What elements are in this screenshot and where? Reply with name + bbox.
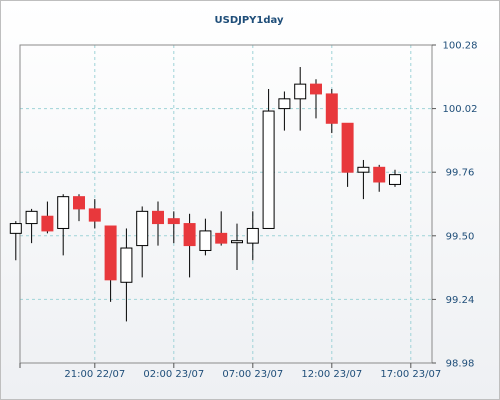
y-tick-label: 99.76 (446, 168, 475, 179)
candle (25, 208, 38, 244)
candle (9, 221, 22, 261)
candle (73, 194, 85, 222)
candle-body-up (357, 166, 370, 173)
x-tick-label: 02:00 23/07 (143, 369, 204, 380)
candle (341, 122, 354, 187)
candle (310, 79, 322, 119)
candle (183, 213, 196, 278)
candle (136, 206, 149, 278)
candle (215, 211, 228, 246)
candle-body-down (373, 166, 386, 183)
candle-body-down (152, 210, 164, 225)
x-tick-label: 07:00 23/07 (222, 369, 283, 380)
candle (389, 169, 401, 187)
candle-body-up (231, 240, 243, 244)
candle (231, 223, 243, 271)
y-tick-label: 100.28 (443, 41, 478, 52)
y-tick-label: 99.50 (446, 231, 475, 242)
candle-body-up (25, 210, 38, 225)
candle (104, 225, 117, 302)
candle-body-down (183, 223, 196, 247)
candle-body-up (246, 227, 259, 244)
candle-body-down (73, 196, 85, 210)
candle-body-up (262, 110, 275, 229)
candle-body-down (88, 208, 101, 222)
chart-title: USDJPY1day (215, 15, 284, 26)
x-axis: 21:00 22/07 02:00 23/07 07:00 23/07 12:00 2… (19, 363, 441, 380)
y-axis: 98.98 99.24 99.50 99.76 100.02 100.28 (432, 41, 478, 370)
candle-body-down (167, 218, 180, 225)
y-tick-label: 98.98 (446, 359, 475, 370)
x-tick-label: 17:00 23/07 (380, 369, 441, 380)
candle-body-up (120, 247, 133, 283)
candle-body-down (325, 93, 338, 124)
candle (41, 201, 54, 234)
plot-area (19, 44, 433, 364)
grid-lines (20, 45, 432, 363)
candle (120, 228, 133, 322)
y-tick-label: 100.02 (443, 104, 478, 115)
candle-body-up (278, 98, 291, 110)
candle-body-down (41, 215, 54, 232)
candle-body-up (389, 174, 401, 185)
candle (199, 218, 212, 256)
x-tick-label: 12:00 23/07 (301, 369, 362, 380)
candle (373, 164, 386, 192)
candle-body-up (199, 230, 212, 251)
candle-series (9, 67, 401, 322)
candle (262, 89, 275, 229)
candle-body-down (104, 225, 117, 281)
candle (294, 67, 307, 131)
candle-body-up (57, 196, 70, 229)
candle (57, 194, 70, 256)
candle-body-up (9, 223, 22, 234)
candle-body-up (136, 210, 149, 247)
candle-body-down (215, 232, 228, 244)
y-tick-label: 99.24 (446, 295, 475, 306)
candle-body-up (294, 83, 307, 100)
candle (278, 91, 291, 131)
candle-body-down (341, 122, 354, 173)
candle (357, 159, 370, 200)
candle (152, 201, 164, 246)
x-tick-label: 21:00 22/07 (64, 369, 125, 380)
candle-body-down (310, 83, 322, 95)
candle (167, 211, 180, 244)
candle (325, 89, 338, 134)
candle (88, 199, 101, 229)
candle (246, 211, 259, 261)
